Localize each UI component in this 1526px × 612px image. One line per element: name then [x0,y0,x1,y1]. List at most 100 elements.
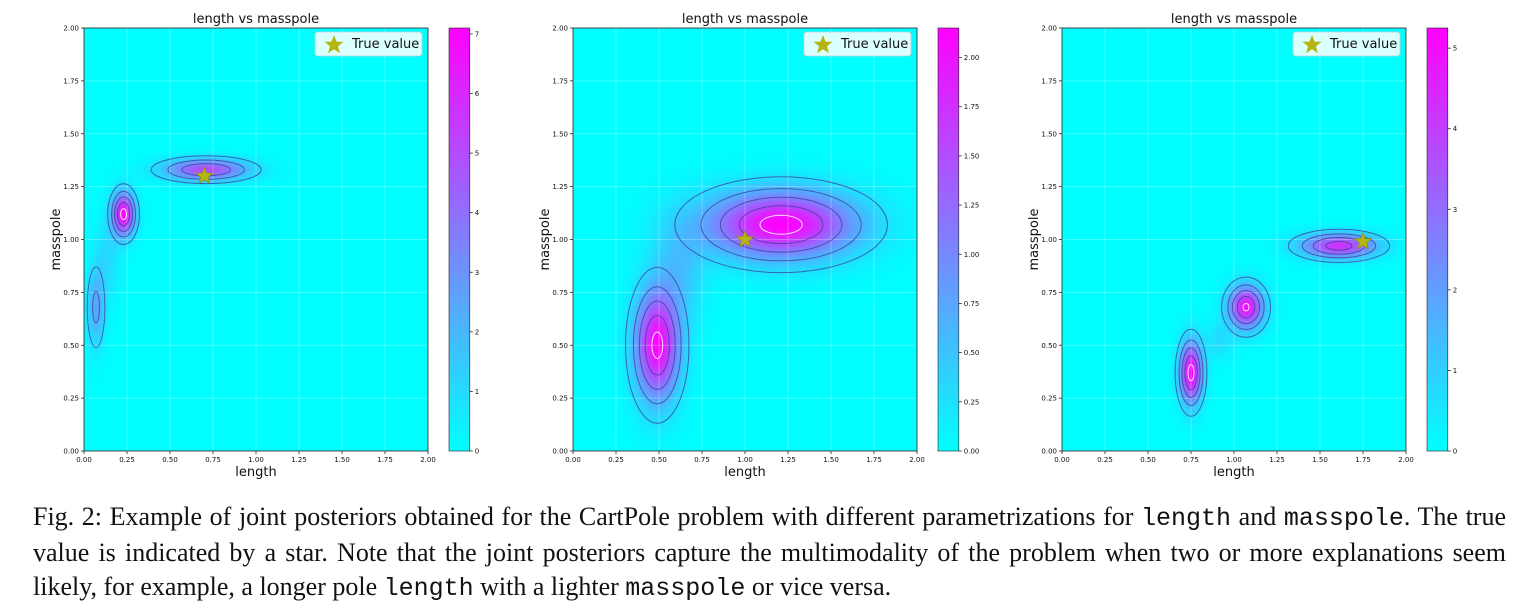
contour-line [674,176,888,274]
colorbar-tick-label: 0 [475,448,479,456]
x-tick-label: 0.75 [205,456,221,464]
caption-code-length: length [1141,504,1232,533]
legend-label: True value [840,37,908,52]
contour-line [638,300,676,390]
legend-label: True value [1329,37,1397,52]
colorbar-tick-label: 1.25 [964,202,980,210]
x-tick-label: 1.00 [248,456,264,464]
colorbar-bar [937,27,960,452]
y-axis-label: masspole [1027,209,1042,271]
contour-line-peak [759,214,803,235]
contour-line [625,266,690,424]
x-tick-label: 1.75 [377,456,393,464]
legend-star-icon [324,35,344,54]
colorbar-bar [1426,27,1449,452]
contour-line [1227,284,1265,330]
contour-line [1287,228,1391,263]
x-tick-label: 1.25 [1269,456,1285,464]
caption-code-length-2: length [383,574,474,603]
colorbar-tick-label: 2 [475,328,479,336]
contour-line [644,315,670,376]
contour-line-peak [651,331,664,359]
contour-line-peak [1242,302,1250,312]
legend-box [1292,31,1401,57]
chart-panel-1: 0.00 0.25 0.50 0.75 1.00 1.25 1.50 1.75 2.00 0.00… [49,12,480,480]
y-tick-label: 1.75 [1041,77,1057,85]
y-tick-label: 0.75 [63,289,79,297]
y-tick-label: 1.00 [1041,236,1057,244]
contour-line [92,291,100,324]
colorbar-tick-label: 0.50 [964,349,980,357]
contour-line [1236,295,1256,319]
contour-line [150,155,262,185]
contour-line [1178,339,1204,406]
x-axis-label: length [235,465,276,480]
x-axis-label: length [1213,465,1254,480]
y-tick-label: 1.75 [63,77,79,85]
caption-text-4: with a lighter [473,572,626,601]
x-tick-label: 0.25 [1097,456,1113,464]
colorbar-tick-label: 1.50 [964,152,980,160]
contour-line [111,190,136,238]
y-tick-label: 0.50 [63,342,79,350]
contour-line [1325,241,1353,251]
y-tick-label: 0.25 [552,395,568,403]
contour-line-peak [1187,364,1195,382]
contour-line [1181,347,1201,398]
y-tick-label: 0.00 [1041,448,1057,456]
density-heatmap [1062,28,1406,451]
x-tick-label: 2.00 [420,456,436,464]
x-tick-label: 1.00 [1226,456,1242,464]
x-tick-label: 0.25 [608,456,624,464]
x-tick-label: 0.75 [1183,456,1199,464]
y-axis-label: masspole [538,209,553,271]
caption-code-masspole-2: masspole [625,574,746,603]
x-tick-label: 1.50 [823,456,839,464]
colorbar-tick-label: 0.75 [964,300,980,308]
caption-text-3: . The true value is indicated by a star.… [33,502,1506,601]
chart-title: length vs masspole [1171,12,1297,27]
colorbar-tick-label: 3 [1453,206,1457,214]
y-tick-label: 1.50 [1041,130,1057,138]
contour-line [86,266,106,348]
y-tick-label: 1.50 [63,130,79,138]
colorbar: 0.00 0.25 0.50 0.75 1.00 1.25 1.50 1.75 2.00 [937,27,980,456]
colorbar-tick-label: 5 [1453,45,1457,53]
x-tick-label: 2.00 [1398,456,1414,464]
colorbar-tick-label: 6 [475,90,480,98]
x-tick-label: 1.75 [866,456,882,464]
contour-line [700,188,862,262]
legend: True value [314,31,423,57]
colorbar-tick-label: 1.75 [964,103,980,111]
y-tick-label: 2.00 [552,25,568,33]
y-tick-label: 2.00 [63,25,79,33]
colorbar-tick-label: 2.00 [964,54,980,62]
x-axis-label: length [724,465,765,480]
x-tick-label: 1.00 [737,456,753,464]
contour-line [1174,328,1208,417]
colorbar-tick-label: 1 [475,388,479,396]
x-tick-label: 0.50 [651,456,667,464]
x-tick-label: 0.25 [119,456,135,464]
true-value-star [194,166,214,184]
chart-title: length vs masspole [682,12,808,27]
colorbar-tick-label: 1 [1453,367,1457,375]
x-tick-label: 0.50 [1140,456,1156,464]
y-tick-label: 0.00 [552,448,568,456]
y-tick-label: 1.25 [1041,183,1057,191]
x-tick-label: 1.25 [780,456,796,464]
x-tick-label: 1.50 [334,456,350,464]
true-value-star [1353,231,1373,250]
x-tick-label: 1.50 [1312,456,1328,464]
colorbar-tick-label: 4 [475,209,480,217]
colorbar-tick-label: 0 [1453,448,1457,456]
y-tick-label: 1.00 [552,236,568,244]
x-tick-label: 0.00 [565,456,581,464]
contour-line [632,286,682,405]
y-axis-label: masspole [49,209,64,271]
true-value-star [735,229,755,248]
x-tick-label: 2.00 [909,456,925,464]
colorbar-bar [448,27,471,452]
legend: True value [1292,31,1401,57]
y-tick-label: 0.25 [1041,395,1057,403]
